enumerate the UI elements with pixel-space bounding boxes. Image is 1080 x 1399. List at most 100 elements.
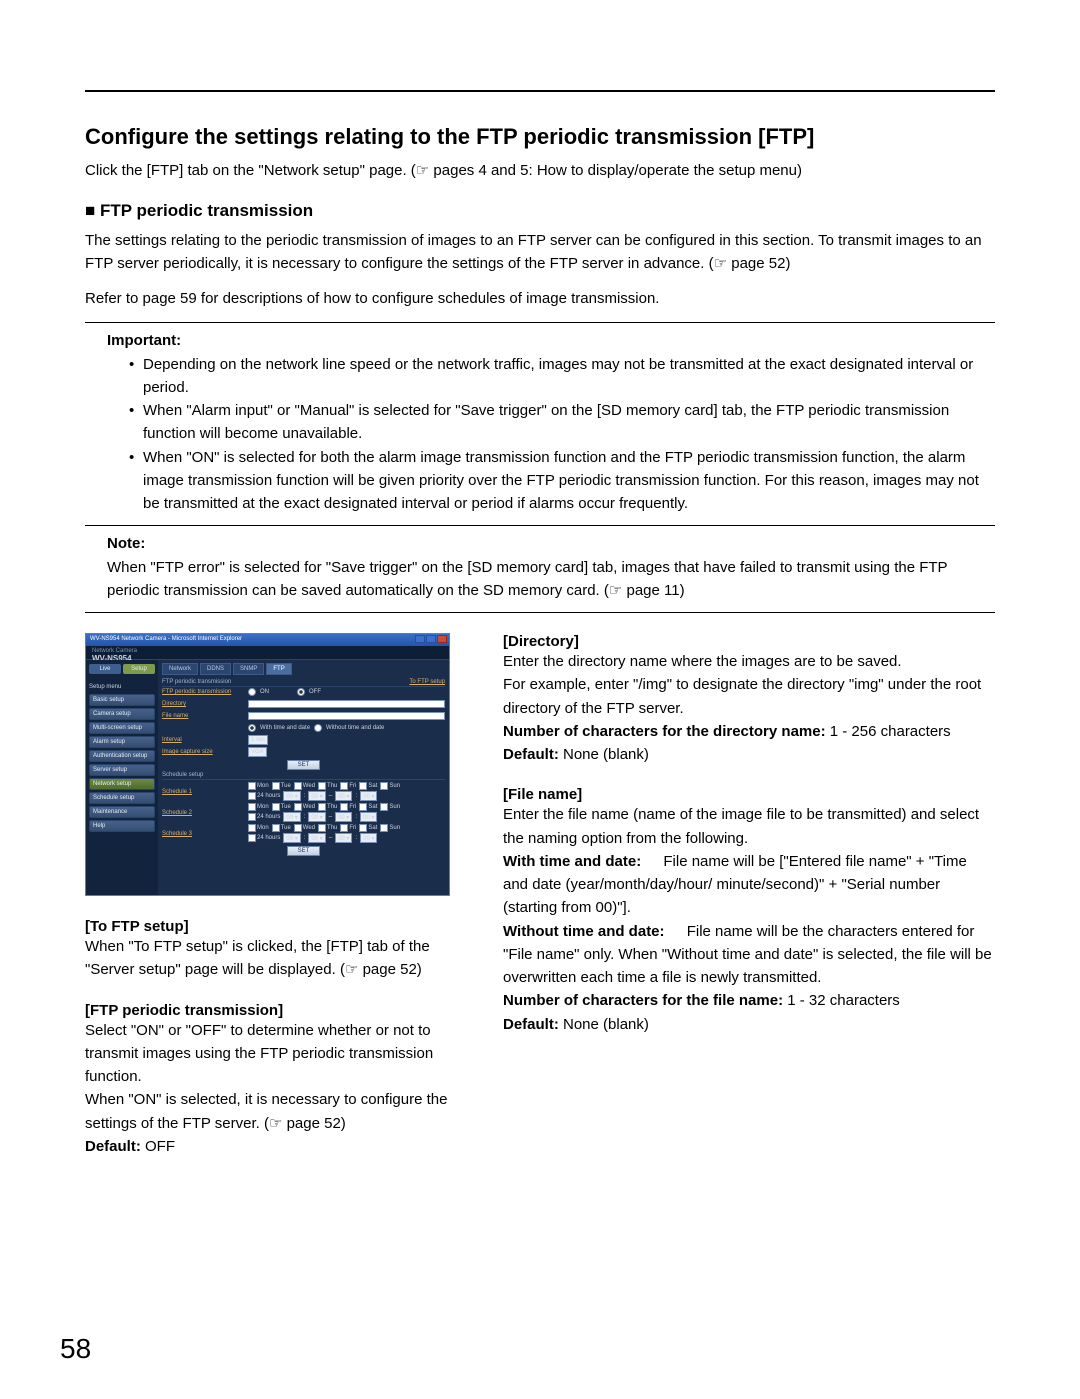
sidebar-item-schedule[interactable]: Schedule setup: [89, 792, 155, 804]
time-select[interactable]: 00 ▾: [360, 833, 377, 843]
day-checkbox[interactable]: Mon: [248, 803, 269, 811]
setup-screenshot: WV-NS954 Network Camera - Microsoft Inte…: [85, 633, 450, 896]
24h-checkbox[interactable]: 24 hours: [248, 792, 280, 800]
dir-numchars-label: Number of characters for the directory n…: [503, 723, 826, 740]
fname-default-label: Default:: [503, 1016, 559, 1033]
note-label: Note:: [107, 535, 145, 552]
radio-without-date-label: Without time and date: [326, 725, 384, 731]
setup-button[interactable]: Setup: [123, 664, 155, 674]
with-date-label: With time and date:: [503, 853, 641, 870]
important-item: Depending on the network line speed or t…: [129, 353, 995, 400]
day-checkbox[interactable]: Thu: [318, 803, 337, 811]
to-ftp-setup-body: When "To FTP setup" is clicked, the [FTP…: [85, 935, 475, 982]
set-button-2[interactable]: SET: [287, 846, 321, 856]
interval-select[interactable]: 1 sec: [248, 735, 268, 745]
fname-default-value: None (blank): [559, 1016, 649, 1033]
default-label: Default:: [85, 1138, 141, 1155]
time-select[interactable]: 00 ▾: [283, 833, 300, 843]
tab-ftp[interactable]: FTP: [266, 663, 291, 675]
time-select[interactable]: 00 ▾: [308, 812, 325, 822]
day-checkbox[interactable]: Sun: [380, 782, 400, 790]
important-label: Important:: [107, 332, 181, 349]
time-select[interactable]: 00 ▾: [308, 791, 325, 801]
day-checkbox[interactable]: Fri: [340, 782, 356, 790]
schedule-label: Schedule 2: [162, 810, 248, 816]
day-checkbox[interactable]: Wed: [294, 824, 315, 832]
sidebar-item-basic[interactable]: Basic setup: [89, 694, 155, 706]
day-checkbox[interactable]: Sat: [359, 803, 377, 811]
default-value-off: OFF: [141, 1138, 175, 1155]
schedule-row: Schedule 1MonTueWedThuFriSatSun24 hours0…: [162, 782, 445, 801]
note-text: When "FTP error" is selected for "Save t…: [107, 556, 995, 603]
radio-with-date[interactable]: [248, 724, 256, 732]
tab-ddns[interactable]: DDNS: [200, 663, 231, 675]
ftp-pt-body-1: Select "ON" or "OFF" to determine whethe…: [85, 1019, 475, 1089]
directory-body-2: For example, enter "/img" to designate t…: [503, 673, 995, 720]
top-horizontal-rule: [85, 90, 995, 92]
time-select[interactable]: 00 ▾: [308, 833, 325, 843]
day-checkbox[interactable]: Wed: [294, 803, 315, 811]
ftp-pt-head: [FTP periodic transmission]: [85, 1002, 475, 1019]
radio-off[interactable]: [297, 688, 305, 696]
fname-numchars-label: Number of characters for the file name:: [503, 992, 783, 1009]
day-checkbox[interactable]: Sat: [359, 824, 377, 832]
day-checkbox[interactable]: Fri: [340, 824, 356, 832]
radio-off-label: OFF: [309, 689, 321, 695]
day-checkbox[interactable]: Mon: [248, 782, 269, 790]
radio-on[interactable]: [248, 688, 256, 696]
day-checkbox[interactable]: Sat: [359, 782, 377, 790]
rule-after-important: [85, 525, 995, 526]
set-button[interactable]: SET: [287, 760, 321, 770]
24h-checkbox[interactable]: 24 hours: [248, 813, 280, 821]
row-interval-label: Interval: [162, 737, 248, 743]
time-select[interactable]: 00 ▾: [360, 812, 377, 822]
sidebar-item-server[interactable]: Server setup: [89, 764, 155, 776]
time-select[interactable]: 00 ▾: [283, 791, 300, 801]
important-item: When "ON" is selected for both the alarm…: [129, 446, 995, 516]
ftp-pt-body-2: When "ON" is selected, it is necessary t…: [85, 1088, 475, 1135]
rule-after-note: [85, 612, 995, 613]
tab-network[interactable]: Network: [162, 663, 198, 675]
sidebar-item-camera[interactable]: Camera setup: [89, 708, 155, 720]
day-checkbox[interactable]: Sun: [380, 803, 400, 811]
sidebar-item-maintenance[interactable]: Maintenance: [89, 806, 155, 818]
ftp-periodic-para-1: The settings relating to the periodic tr…: [85, 229, 995, 276]
day-checkbox[interactable]: Fri: [340, 803, 356, 811]
important-item: When "Alarm input" or "Manual" is select…: [129, 399, 995, 446]
tab-snmp[interactable]: SNMP: [233, 663, 264, 675]
sidebar-item-multiscreen[interactable]: Multi-screen setup: [89, 722, 155, 734]
day-checkbox[interactable]: Tue: [272, 824, 291, 832]
ftp-periodic-para-2: Refer to page 59 for descriptions of how…: [85, 287, 995, 310]
time-select[interactable]: 00 ▾: [335, 833, 352, 843]
sidebar-item-network[interactable]: Network setup: [89, 778, 155, 790]
directory-input[interactable]: [248, 700, 445, 708]
row-directory-label: Directory: [162, 701, 248, 707]
radio-on-label: ON: [260, 689, 269, 695]
time-select[interactable]: 00 ▾: [283, 812, 300, 822]
live-button[interactable]: Live: [89, 664, 121, 674]
time-select[interactable]: 00 ▾: [360, 791, 377, 801]
day-checkbox[interactable]: Thu: [318, 782, 337, 790]
directory-head: [Directory]: [503, 633, 995, 650]
day-checkbox[interactable]: Thu: [318, 824, 337, 832]
dir-default-label: Default:: [503, 746, 559, 763]
sidebar-item-help[interactable]: Help: [89, 820, 155, 832]
schedule-label: Schedule 3: [162, 831, 248, 837]
24h-checkbox[interactable]: 24 hours: [248, 834, 280, 842]
day-checkbox[interactable]: Tue: [272, 782, 291, 790]
sidebar-item-alarm[interactable]: Alarm setup: [89, 736, 155, 748]
time-select[interactable]: 00 ▾: [335, 791, 352, 801]
page-number: 58: [60, 1333, 91, 1365]
dir-default-value: None (blank): [559, 746, 649, 763]
day-checkbox[interactable]: Sun: [380, 824, 400, 832]
radio-without-date[interactable]: [314, 724, 322, 732]
day-checkbox[interactable]: Tue: [272, 803, 291, 811]
sidebar-item-auth[interactable]: Authentication setup: [89, 750, 155, 762]
day-checkbox[interactable]: Mon: [248, 824, 269, 832]
time-select[interactable]: 00 ▾: [335, 812, 352, 822]
setup-sidebar: Live Setup Setup menu Basic setup Camera…: [86, 660, 158, 895]
capsize-select[interactable]: VGA: [248, 747, 267, 757]
filename-input[interactable]: [248, 712, 445, 720]
day-checkbox[interactable]: Wed: [294, 782, 315, 790]
schedule-row: Schedule 2MonTueWedThuFriSatSun24 hours0…: [162, 803, 445, 822]
